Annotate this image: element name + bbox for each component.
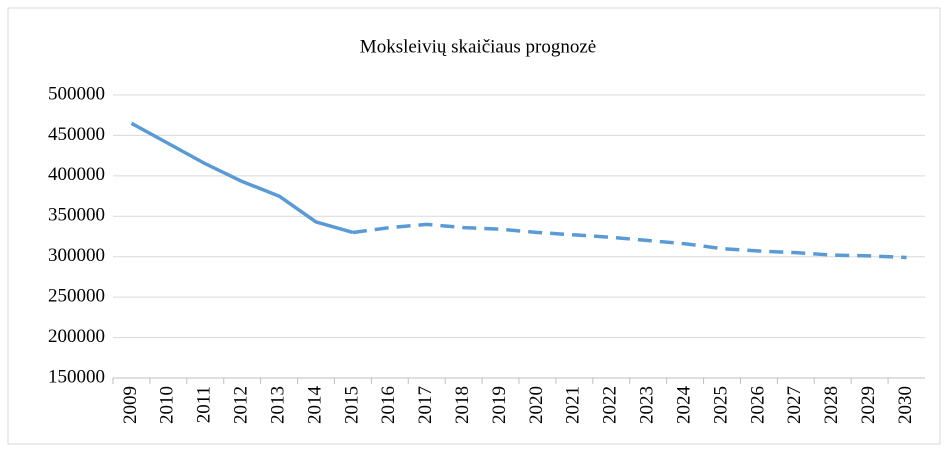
x-tick-label: 2029 bbox=[858, 386, 879, 424]
x-tick-label: 2030 bbox=[895, 386, 916, 424]
line-solid bbox=[130, 121, 354, 235]
x-tick-label: 2018 bbox=[452, 386, 473, 424]
x-tick-label: 2015 bbox=[341, 386, 362, 424]
y-tick-label: 150000 bbox=[48, 366, 105, 387]
y-tick-label: 350000 bbox=[48, 205, 105, 226]
y-tick-label: 400000 bbox=[48, 164, 105, 185]
x-tick-label: 2009 bbox=[120, 386, 141, 424]
y-tick-label: 500000 bbox=[48, 83, 105, 104]
x-tick-label: 2026 bbox=[747, 386, 768, 424]
chart-frame bbox=[7, 7, 941, 445]
x-tick-label: 2014 bbox=[304, 386, 325, 425]
y-tick-label: 250000 bbox=[48, 286, 105, 307]
x-tick-label: 2027 bbox=[784, 386, 805, 424]
x-tick-label: 2022 bbox=[600, 386, 621, 424]
x-tick-label: 2010 bbox=[157, 386, 178, 424]
x-tick-label: 2012 bbox=[231, 386, 252, 424]
y-tick-label: 200000 bbox=[48, 326, 105, 347]
x-tick-label: 2023 bbox=[637, 386, 658, 424]
x-tick-label: 2020 bbox=[526, 386, 547, 424]
x-tick-label: 2019 bbox=[489, 386, 510, 424]
x-tick-label: 2013 bbox=[267, 386, 288, 424]
line-dashed bbox=[352, 222, 907, 260]
x-tick-label: 2025 bbox=[710, 386, 731, 424]
x-tick-label: 2017 bbox=[415, 386, 436, 424]
chart-title: Moksleivių skaičiaus prognozė bbox=[360, 36, 596, 57]
y-tick-label: 450000 bbox=[48, 124, 105, 145]
x-tick-label: 2028 bbox=[821, 386, 842, 424]
x-tick-label: 2011 bbox=[194, 386, 215, 423]
x-tick-label: 2021 bbox=[563, 386, 584, 424]
x-tick-label: 2016 bbox=[378, 386, 399, 424]
y-tick-label: 300000 bbox=[48, 245, 105, 266]
x-tick-label: 2024 bbox=[673, 386, 694, 425]
